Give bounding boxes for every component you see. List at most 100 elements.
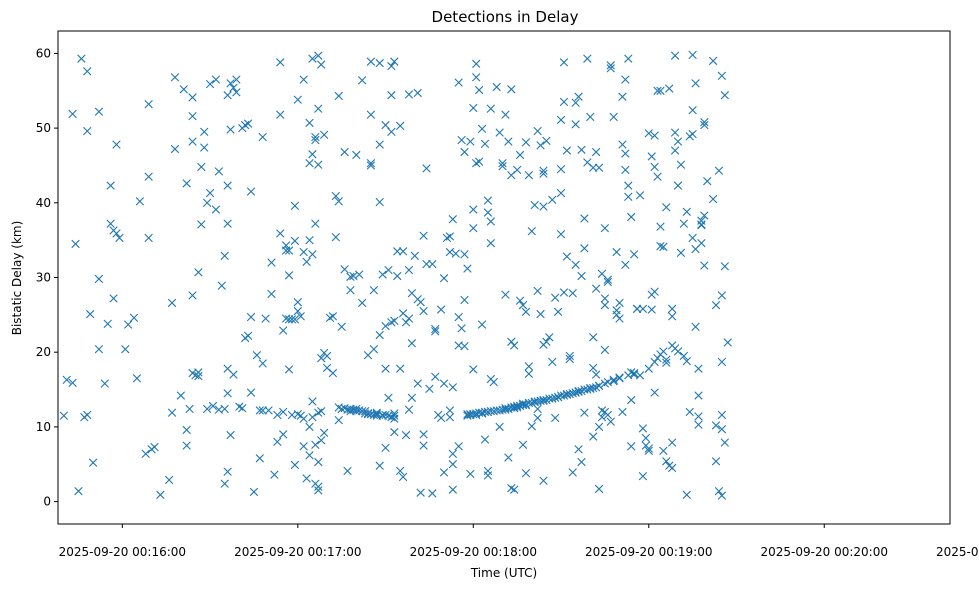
data-point [667, 312, 677, 321]
x-tick-label: 2025-09-20 00:16:00 [59, 545, 186, 559]
data-point [398, 472, 408, 482]
data-point [109, 294, 118, 303]
data-point [518, 401, 528, 410]
data-point [714, 486, 724, 496]
data-points [59, 50, 732, 500]
data-point [413, 379, 422, 388]
data-point [211, 205, 221, 214]
data-point [480, 435, 490, 444]
data-point [387, 91, 396, 100]
x-axis-label: Time (UTC) [470, 566, 537, 580]
data-point [375, 330, 384, 340]
data-point [202, 198, 212, 207]
data-point [586, 112, 595, 122]
data-point [167, 298, 177, 308]
data-point [510, 341, 519, 350]
data-point [521, 307, 531, 317]
data-point [615, 298, 624, 308]
data-point [612, 247, 621, 257]
data-point [700, 120, 709, 130]
data-point [527, 421, 536, 431]
data-point [565, 351, 574, 361]
data-point [94, 345, 104, 354]
data-point [340, 265, 349, 274]
data-point [419, 441, 428, 450]
data-point [714, 166, 724, 175]
data-point [314, 482, 323, 491]
data-point [220, 404, 229, 414]
data-point [466, 469, 475, 479]
data-point [179, 85, 188, 94]
data-point [223, 91, 232, 100]
data-point [419, 430, 428, 439]
data-point [369, 286, 379, 295]
data-point [624, 54, 633, 63]
data-point [308, 397, 317, 406]
data-point [539, 476, 548, 485]
data-point [606, 417, 615, 426]
data-point [501, 110, 510, 119]
y-tick-label: 50 [36, 121, 51, 135]
data-point [603, 410, 613, 420]
data-point [375, 140, 384, 149]
data-point [258, 359, 267, 368]
data-point [366, 110, 376, 119]
data-point [644, 364, 653, 373]
data-point [290, 236, 300, 246]
data-point [548, 195, 557, 205]
data-point [194, 371, 203, 381]
data-point [629, 368, 639, 378]
data-point [393, 247, 402, 256]
data-point [299, 75, 308, 84]
data-point [720, 91, 729, 100]
data-point [448, 449, 458, 458]
data-point [407, 393, 417, 402]
data-point [431, 327, 440, 336]
data-point [319, 428, 329, 438]
x-tick-label: 2025-09-20 00:18:00 [410, 545, 537, 559]
data-point [682, 490, 691, 500]
data-point [357, 298, 367, 308]
data-point [550, 413, 560, 423]
data-point [550, 393, 560, 402]
data-point [340, 147, 349, 157]
data-point [495, 422, 504, 432]
data-point [205, 79, 215, 89]
y-tick-label: 30 [36, 271, 51, 285]
data-point [395, 121, 405, 131]
data-point [615, 373, 624, 382]
x-tick-label: 2025-09-20 00:21:00 [936, 545, 979, 559]
data-point [562, 146, 572, 155]
data-point [436, 305, 446, 314]
data-point [229, 83, 238, 92]
data-point [454, 312, 463, 322]
data-point [258, 132, 267, 142]
data-point [281, 246, 291, 255]
data-point [644, 444, 653, 453]
data-point [691, 322, 700, 331]
data-point [501, 290, 510, 299]
data-point [474, 157, 484, 166]
data-point [469, 365, 478, 374]
data-point [632, 304, 642, 314]
data-point [83, 410, 92, 420]
data-point [202, 404, 212, 414]
data-point [562, 252, 572, 261]
data-point [571, 260, 580, 269]
data-point [638, 424, 648, 433]
data-point [627, 395, 636, 405]
data-point [662, 358, 671, 367]
data-point [536, 309, 545, 319]
data-point [589, 383, 598, 393]
data-point [308, 150, 317, 159]
data-point [311, 132, 320, 142]
data-point [106, 219, 115, 228]
data-point [533, 126, 542, 136]
data-point [290, 460, 300, 470]
data-point [249, 487, 259, 497]
data-point [352, 407, 361, 416]
data-point [670, 128, 680, 137]
data-point [170, 144, 180, 154]
data-point [381, 321, 390, 331]
